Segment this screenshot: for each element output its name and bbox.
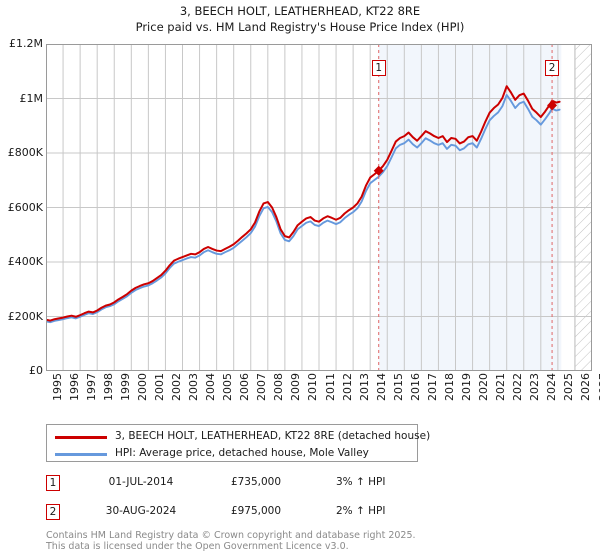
x-axis-tick: 1996: [67, 373, 81, 401]
legend-swatch-hpi: [55, 453, 107, 456]
x-axis-tick: 2025: [562, 373, 576, 401]
transaction-marker-2: 2: [46, 504, 60, 520]
legend-entry-price-paid: 3, BEECH HOLT, LEATHERHEAD, KT22 8RE (de…: [47, 427, 430, 446]
chart-transaction-points: [373, 100, 558, 176]
chart-series-layer: [46, 85, 561, 324]
x-axis-tick: 1997: [84, 373, 98, 401]
chart-legend: 3, BEECH HOLT, LEATHERHEAD, KT22 8RE (de…: [46, 424, 430, 463]
footer: Contains HM Land Registry data © Crown c…: [46, 530, 566, 552]
transaction-row[interactable]: 2 30-AUG-2024 £975,000 2% ↑ HPI: [46, 503, 466, 525]
x-axis-tick: 1995: [50, 373, 64, 401]
x-axis-tick: 2026: [579, 373, 593, 401]
title-block: 3, BEECH HOLT, LEATHERHEAD, KT22 8RE Pri…: [0, 0, 600, 35]
y-axis-tick: £200K: [7, 309, 43, 323]
legend-swatch-price-paid: [55, 436, 107, 439]
footer-licence-line: This data is licensed under the Open Gov…: [46, 541, 349, 552]
page-title: 3, BEECH HOLT, LEATHERHEAD, KT22 8RE: [179, 4, 421, 18]
chart-event-lines: [378, 44, 553, 371]
x-axis-tick: 2010: [306, 373, 320, 401]
x-axis-tick: 2018: [442, 373, 456, 401]
x-axis-tick: 2009: [289, 373, 303, 401]
chart-plot-area: [46, 44, 592, 371]
x-axis-tick: 2020: [477, 373, 491, 401]
x-axis-tick: 2016: [408, 373, 422, 401]
x-axis-tick: 2001: [152, 373, 166, 401]
chart-gridlines: [46, 44, 592, 371]
x-axis-tick: 2021: [494, 373, 508, 401]
x-axis-tick: 1998: [101, 373, 115, 401]
transaction-marker-1: 1: [46, 475, 60, 491]
x-axis-tick: 2005: [221, 373, 235, 401]
footer-copyright-line: Contains HM Land Registry data © Crown c…: [46, 530, 416, 541]
x-axis-tick: 2006: [238, 373, 252, 401]
x-axis-tick: 2000: [135, 373, 149, 401]
x-axis-tick: 2027: [596, 373, 600, 401]
chart-callout-2: 2: [545, 60, 560, 76]
x-axis-tick: 2013: [357, 373, 371, 401]
page-subtitle: Price paid vs. HM Land Registry's House …: [135, 20, 465, 34]
x-axis-tick: 2008: [272, 373, 286, 401]
y-axis-tick: £1.2M: [9, 37, 43, 50]
x-axis-tick: 2012: [340, 373, 354, 401]
chart-svg: [46, 44, 592, 371]
x-axis-tick: 2019: [460, 373, 473, 401]
x-axis-tick: 2022: [511, 373, 525, 401]
transaction-price-2: £975,000: [230, 505, 282, 517]
transaction-date-1: 01-JUL-2014: [108, 476, 174, 488]
x-axis-tick: 2017: [425, 373, 439, 401]
legend-label-price-paid: 3, BEECH HOLT, LEATHERHEAD, KT22 8RE (de…: [115, 430, 431, 442]
x-axis-tick: 1999: [118, 373, 132, 401]
y-axis-tick: £0: [29, 364, 43, 377]
x-axis-tick: 2004: [204, 373, 218, 401]
y-axis-tick: £600K: [7, 200, 43, 214]
x-axis-tick: 2023: [528, 373, 542, 401]
transaction-hpi-delta-1: 3% ↑ HPI: [336, 476, 386, 488]
transaction-hpi-delta-2: 2% ↑ HPI: [336, 505, 386, 517]
x-axis-tick: 2011: [323, 373, 337, 401]
x-axis-tick: 2002: [169, 373, 183, 401]
y-axis-tick: £800K: [7, 146, 43, 159]
y-axis-tick: £400K: [7, 255, 43, 268]
x-axis-tick: 2007: [255, 373, 269, 401]
y-axis-tick: £1M: [19, 91, 44, 105]
x-axis-tick: 2015: [391, 373, 405, 401]
x-axis-tick: 2024: [545, 373, 559, 401]
transaction-row[interactable]: 1 01-JUL-2014 £735,000 3% ↑ HPI: [46, 474, 466, 496]
x-axis-tick: 2014: [374, 373, 388, 401]
chart-callout-1: 1: [371, 60, 386, 76]
transaction-price-1: £735,000: [230, 476, 282, 488]
legend-label-hpi: HPI: Average price, detached house, Mole…: [115, 447, 369, 459]
legend-entry-hpi: HPI: Average price, detached house, Mole…: [47, 444, 417, 463]
transaction-date-2: 30-AUG-2024: [105, 505, 177, 517]
x-axis-tick: 2003: [187, 373, 200, 401]
